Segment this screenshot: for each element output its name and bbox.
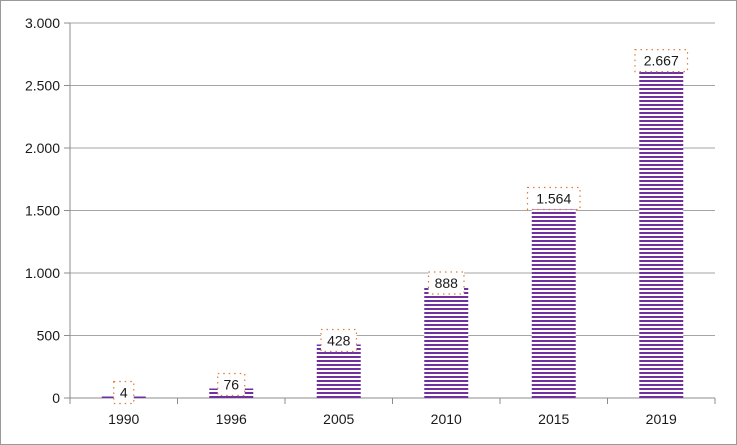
bar-2015	[531, 202, 576, 398]
data-labels: 4 76 428 888 1.564 2.667	[113, 49, 689, 405]
data-label: 4	[120, 385, 128, 401]
gridlines	[70, 22, 715, 336]
data-label: 76	[223, 377, 239, 393]
data-label-box	[113, 380, 135, 405]
data-label: 428	[327, 333, 351, 349]
x-tick-label: 1996	[216, 411, 247, 427]
data-label: 1.564	[536, 191, 571, 207]
y-tick-label: 500	[37, 328, 61, 344]
y-tick-label: 2.500	[25, 78, 60, 94]
bar-2005	[316, 344, 361, 398]
data-label-box	[320, 328, 358, 353]
axes	[64, 22, 716, 404]
data-label-box	[634, 49, 689, 73]
bar-2010	[424, 287, 469, 398]
y-tick-label: 0	[52, 390, 60, 406]
y-tick-label: 1.000	[25, 265, 60, 281]
data-label: 888	[435, 275, 459, 291]
y-tick-label: 3.000	[25, 15, 60, 31]
data-label-box	[526, 186, 581, 211]
data-label: 2.667	[644, 53, 679, 69]
x-tick-label: 2019	[646, 411, 677, 427]
x-tick-label: 2015	[538, 411, 569, 427]
bar-2019	[639, 64, 684, 398]
y-tick-labels: 0 500 1.000 1.500 2.000 2.500 3.000	[25, 15, 60, 406]
x-tick-label: 2010	[431, 411, 462, 427]
x-tick-label: 2005	[323, 411, 354, 427]
y-tick-label: 2.000	[25, 140, 60, 156]
data-label-box	[217, 372, 246, 397]
x-tick-label: 1990	[108, 411, 139, 427]
bars	[101, 64, 684, 398]
x-tick-labels: 1990 1996 2005 2010 2015 2019	[108, 411, 677, 427]
y-tick-label: 1.500	[25, 203, 60, 219]
data-label-box	[427, 271, 465, 295]
